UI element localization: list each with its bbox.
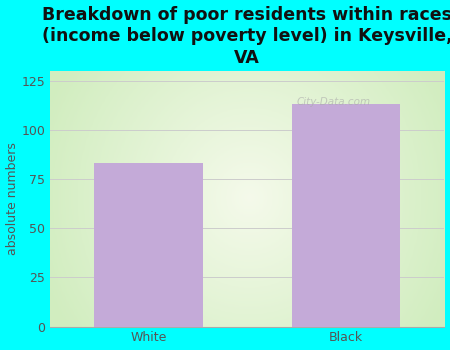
Bar (94, 163, 203, 327)
Y-axis label: absolute numbers: absolute numbers (5, 142, 18, 255)
Title: Breakdown of poor residents within races
(income below poverty level) in Keysvil: Breakdown of poor residents within races… (42, 6, 450, 66)
Bar (292, 104, 400, 327)
Text: City-Data.com: City-Data.com (297, 97, 371, 106)
